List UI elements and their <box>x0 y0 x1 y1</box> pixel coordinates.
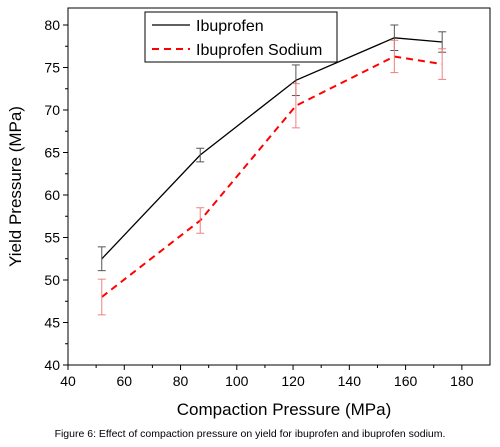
legend-box <box>144 11 338 63</box>
y-tick-label: 50 <box>44 272 60 288</box>
axis-ticks: 40 60 80 100 120 140 160 180 40 45 50 55 60 65 70 75 80 <box>44 17 473 389</box>
series-line-0 <box>101 37 443 260</box>
y-tick-label: 75 <box>44 60 60 76</box>
series-line-1 <box>101 55 443 298</box>
y-tick-label: 40 <box>44 357 60 373</box>
x-tick-label: 160 <box>394 373 418 389</box>
x-tick-label: 120 <box>281 373 305 389</box>
x-axis-title: Compaction Pressure (MPa) <box>177 400 391 419</box>
x-tick-label: 40 <box>60 373 76 389</box>
error-bar <box>196 207 205 234</box>
legend: Ibuprofen Ibuprofen Sodium <box>144 11 338 63</box>
error-bar <box>438 48 447 80</box>
error-bar <box>390 39 399 74</box>
figure-caption: Figure 6: Effect of compaction pressure … <box>54 428 446 440</box>
error-bar <box>196 147 205 163</box>
x-tick-label: 180 <box>450 373 474 389</box>
y-tick-label: 80 <box>44 17 60 33</box>
plot-frame <box>67 7 491 366</box>
error-bar <box>97 278 106 316</box>
yield-pressure-chart: 40 60 80 100 120 140 160 180404550556065707580 … <box>6 7 491 419</box>
error-bar <box>97 246 106 272</box>
y-tick-label: 65 <box>44 145 60 161</box>
legend-label-ibuprofen: Ibuprofen <box>196 18 264 35</box>
x-tick-label: 100 <box>225 373 249 389</box>
y-axis-title: Yield Pressure (MPa) <box>6 106 25 267</box>
y-tick-label: 55 <box>44 230 60 246</box>
x-tick-label: 140 <box>338 373 362 389</box>
x-tick-label: 60 <box>116 373 132 389</box>
y-tick-label: 70 <box>44 102 60 118</box>
y-tick-label: 60 <box>44 187 60 203</box>
error-bar <box>291 83 300 129</box>
x-tick-label: 80 <box>173 373 189 389</box>
y-tick-label: 45 <box>44 315 60 331</box>
legend-label-ibuprofen-sodium: Ibuprofen Sodium <box>196 42 322 59</box>
series-layer <box>97 24 447 316</box>
